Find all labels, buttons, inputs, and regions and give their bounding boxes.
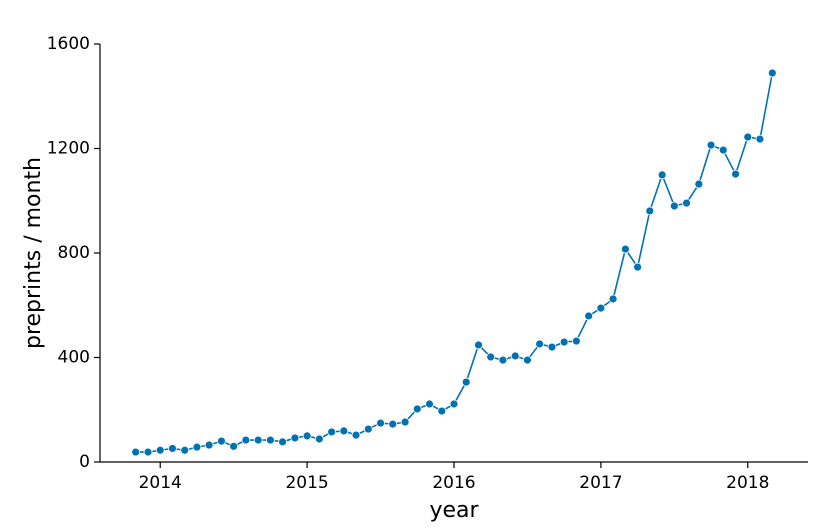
point bbox=[229, 441, 239, 451]
point bbox=[449, 399, 459, 409]
point bbox=[412, 404, 422, 414]
x-axis-title: year bbox=[429, 498, 479, 523]
point bbox=[217, 436, 226, 446]
point bbox=[571, 336, 581, 346]
point bbox=[302, 431, 312, 441]
x-tick-label: 2017 bbox=[579, 473, 622, 493]
point bbox=[327, 427, 337, 437]
point bbox=[278, 437, 287, 447]
point bbox=[363, 424, 373, 434]
point bbox=[523, 355, 532, 365]
point bbox=[621, 244, 630, 254]
point bbox=[400, 417, 410, 427]
y-tick-label: 400 bbox=[58, 348, 90, 368]
point bbox=[608, 294, 618, 304]
point bbox=[474, 340, 483, 350]
point bbox=[204, 440, 214, 450]
y-tick-label: 1600 bbox=[47, 34, 90, 54]
point bbox=[192, 442, 202, 452]
point bbox=[547, 342, 557, 352]
point bbox=[253, 435, 263, 445]
point bbox=[376, 418, 385, 428]
point bbox=[694, 179, 704, 189]
point bbox=[425, 399, 434, 409]
point bbox=[718, 145, 728, 155]
point bbox=[706, 140, 716, 150]
x-tick-label: 2016 bbox=[432, 473, 475, 493]
point bbox=[535, 339, 545, 349]
point bbox=[633, 262, 643, 272]
point bbox=[314, 434, 324, 444]
point bbox=[461, 377, 471, 387]
point bbox=[143, 447, 153, 457]
point bbox=[339, 426, 349, 436]
y-axis-title: preprints / month bbox=[21, 157, 46, 349]
point bbox=[351, 430, 361, 440]
point bbox=[657, 170, 667, 180]
point bbox=[290, 433, 300, 443]
x-tick-label: 2014 bbox=[139, 473, 182, 493]
x-tick-label: 2015 bbox=[285, 473, 328, 493]
point bbox=[498, 355, 508, 365]
point bbox=[486, 352, 496, 362]
point bbox=[596, 303, 606, 313]
point bbox=[131, 447, 141, 457]
point bbox=[669, 201, 679, 211]
point bbox=[510, 351, 520, 361]
y-tick-label: 800 bbox=[58, 243, 90, 263]
line bbox=[135, 72, 774, 453]
point bbox=[743, 132, 753, 142]
point bbox=[682, 198, 691, 208]
point bbox=[241, 435, 251, 445]
x-tick-label: 2018 bbox=[726, 473, 769, 493]
point bbox=[755, 134, 765, 144]
point bbox=[731, 169, 740, 179]
point bbox=[265, 435, 275, 445]
point bbox=[559, 337, 569, 347]
point bbox=[155, 445, 165, 455]
point bbox=[168, 444, 177, 453]
point bbox=[388, 419, 398, 429]
y-tick-label: 1200 bbox=[47, 139, 90, 159]
point bbox=[584, 311, 594, 321]
point bbox=[437, 406, 447, 416]
point bbox=[767, 68, 777, 78]
point bbox=[645, 206, 655, 216]
y-tick-label: 0 bbox=[79, 452, 90, 472]
point bbox=[180, 445, 190, 455]
